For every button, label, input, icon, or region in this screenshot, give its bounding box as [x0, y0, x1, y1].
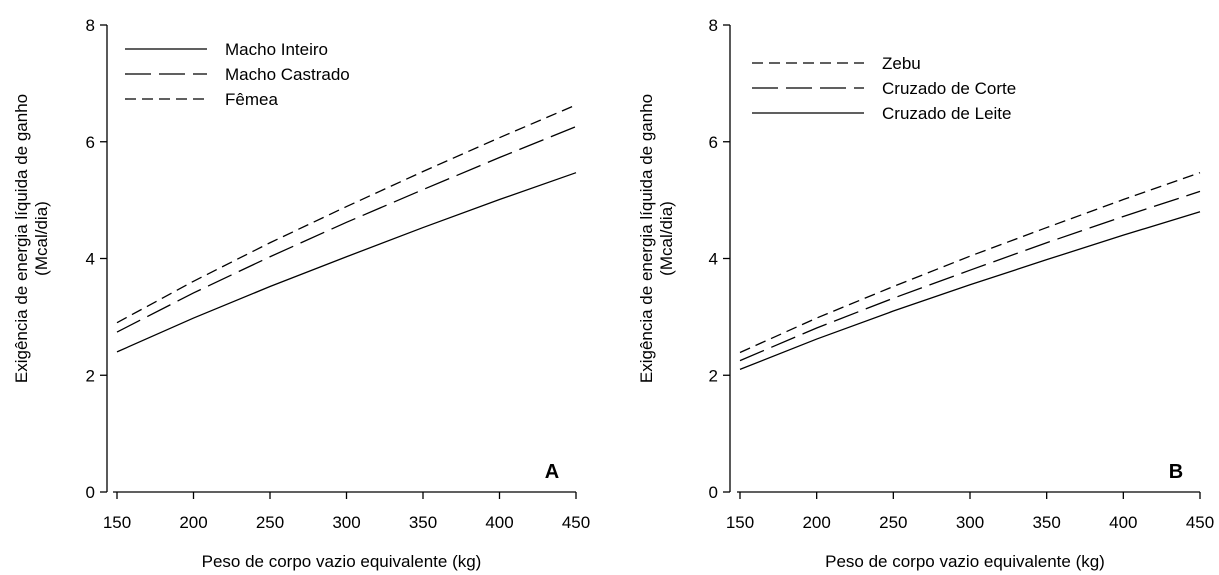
legend: Macho Inteiro Macho Castrado Fêmea: [125, 40, 350, 109]
series-line-macho-inteiro: [116, 172, 577, 353]
y-tick-label: 4: [86, 250, 95, 269]
x-tick-label: 450: [1186, 513, 1214, 532]
legend-label: Cruzado de Leite: [882, 104, 1011, 123]
legend: Zebu Cruzado de Corte Cruzado de Leite: [752, 54, 1016, 123]
series-line-zebu: [739, 172, 1201, 354]
y-tick-label: 2: [709, 366, 718, 385]
y-tick-label: 8: [86, 16, 95, 35]
series-line-cruzado-de-leite: [739, 211, 1201, 371]
x-axis-title: Peso de corpo vazio equivalente (kg): [825, 552, 1105, 571]
series-line-cruzado-de-corte: [739, 190, 1201, 362]
x-axis-title: Peso de corpo vazio equivalente (kg): [202, 552, 482, 571]
legend-label: Macho Castrado: [225, 65, 350, 84]
y-tick-label: 8: [709, 16, 718, 35]
legend-label: Cruzado de Corte: [882, 79, 1016, 98]
x-tick-label: 150: [103, 513, 131, 532]
legend-label: Fêmea: [225, 90, 278, 109]
legend-label: Macho Inteiro: [225, 40, 328, 59]
x-tick-label: 250: [879, 513, 907, 532]
y-tick-label: 4: [709, 250, 718, 269]
x-tick-label: 300: [956, 513, 984, 532]
y-tick-label: 0: [709, 483, 718, 502]
x-tick-label: 350: [409, 513, 437, 532]
x-tick-label: 450: [562, 513, 590, 532]
y-tick-label: 0: [86, 483, 95, 502]
x-tick-label: 150: [726, 513, 754, 532]
series-line-f-mea: [116, 104, 577, 324]
y-tick-label: 2: [86, 366, 95, 385]
x-tick-label: 400: [1109, 513, 1137, 532]
x-tick-label: 250: [256, 513, 284, 532]
y-tick-label: 6: [86, 133, 95, 152]
y-axis-title: Exigência de energia líquida de ganho: [12, 94, 31, 383]
panel-label: B: [1169, 461, 1183, 483]
y-axis-title: (Mcal/dia): [32, 201, 51, 276]
chart-panel-b: 0 2 4 6 8 150 200 250 300 350 400 450 Peso de corpo …: [637, 16, 1214, 571]
chart-panel-a: 0 2 4 6 8 150 200 250 300 350 400 450 Peso de corpo …: [12, 16, 590, 571]
x-tick-label: 400: [485, 513, 513, 532]
x-tick-label: 200: [179, 513, 207, 532]
x-tick-label: 300: [332, 513, 360, 532]
y-axis-title: Exigência de energia líquida de ganho: [637, 94, 656, 383]
series-line-macho-castrado: [116, 125, 577, 333]
panel-label: A: [545, 461, 559, 483]
y-tick-label: 6: [709, 133, 718, 152]
legend-label: Zebu: [882, 54, 921, 73]
x-tick-label: 200: [802, 513, 830, 532]
x-tick-label: 350: [1032, 513, 1060, 532]
y-axis-title: (Mcal/dia): [657, 201, 676, 276]
